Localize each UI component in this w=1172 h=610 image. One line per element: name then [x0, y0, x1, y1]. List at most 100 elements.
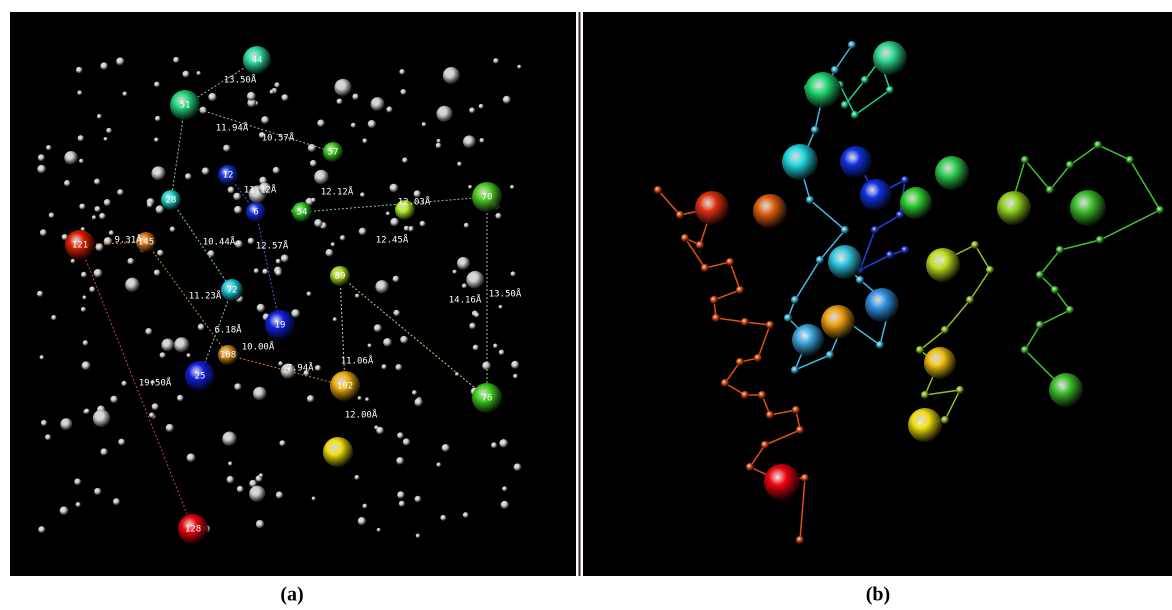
sphere	[806, 196, 814, 204]
atom-label: 12	[223, 171, 234, 181]
sphere	[400, 336, 408, 344]
sphere	[469, 323, 476, 330]
sphere	[187, 353, 191, 357]
sphere	[848, 41, 856, 49]
sphere	[513, 374, 518, 379]
sphere	[412, 390, 417, 395]
sphere	[736, 358, 744, 366]
sphere	[110, 396, 117, 403]
sphere	[358, 396, 362, 400]
sphere	[337, 98, 343, 104]
sphere	[712, 314, 720, 322]
sphere	[333, 317, 337, 321]
sphere	[202, 167, 210, 175]
sphere	[355, 294, 359, 298]
sphere	[696, 241, 704, 249]
sphere	[82, 361, 91, 370]
sphere	[921, 391, 929, 399]
atom-label: 72	[227, 286, 238, 296]
sphere	[726, 258, 734, 266]
sphere	[359, 228, 367, 236]
atom-label: 128	[185, 525, 201, 535]
sphere	[1036, 321, 1044, 329]
sphere	[76, 67, 83, 74]
sphere	[766, 321, 774, 329]
sphere	[64, 180, 70, 186]
sphere	[274, 82, 279, 87]
sphere	[84, 409, 89, 414]
sphere	[82, 295, 86, 299]
sphere	[442, 444, 450, 452]
sphere	[331, 242, 335, 246]
sphere	[876, 341, 884, 349]
sphere	[1096, 236, 1104, 244]
sphere	[155, 116, 161, 122]
sphere	[926, 248, 960, 282]
sphere	[222, 432, 237, 447]
sphere	[37, 165, 46, 174]
sphere	[495, 213, 501, 219]
sphere	[307, 395, 314, 402]
atom-label: 44	[252, 56, 263, 66]
sphere	[270, 90, 275, 95]
sphere	[828, 245, 862, 279]
sphere	[901, 246, 909, 254]
sphere	[1066, 306, 1074, 314]
sphere	[437, 139, 441, 143]
sphere	[312, 497, 316, 501]
sphere	[340, 235, 345, 240]
sphere	[79, 203, 85, 209]
sphere	[104, 199, 111, 206]
sphere	[279, 440, 285, 446]
distance-label: 10.00Å	[242, 341, 275, 353]
sphere	[166, 424, 174, 432]
sphere	[249, 486, 265, 502]
sphere	[60, 506, 69, 515]
sphere	[113, 498, 120, 505]
sphere	[358, 517, 366, 525]
sphere	[941, 326, 949, 334]
sphere	[381, 364, 386, 369]
sphere	[861, 76, 869, 84]
distance-label: 10.44Å	[203, 236, 236, 248]
sphere	[383, 338, 392, 347]
sphere	[40, 355, 44, 359]
sphere	[386, 106, 392, 112]
sphere	[764, 464, 800, 500]
sphere	[122, 91, 127, 96]
sphere	[81, 272, 87, 278]
sphere	[741, 318, 749, 326]
sphere	[499, 439, 508, 448]
sphere	[145, 328, 152, 335]
sphere	[399, 501, 405, 507]
sphere	[511, 271, 516, 276]
sphere	[452, 270, 456, 274]
sphere	[389, 184, 398, 193]
atom-label: 57	[328, 148, 339, 158]
atom-label: 89	[335, 272, 346, 282]
sphere	[60, 418, 72, 430]
sphere	[311, 198, 316, 203]
atom-label: 28	[166, 196, 177, 206]
sphere	[97, 114, 102, 119]
sphere	[315, 365, 321, 371]
sphere	[457, 257, 470, 270]
sphere	[805, 72, 841, 108]
sphere	[420, 221, 426, 227]
sphere	[440, 515, 446, 521]
distance-label: 19.50Å	[139, 377, 172, 389]
sphere	[831, 66, 839, 74]
sphere	[261, 116, 269, 124]
sphere	[351, 123, 356, 128]
sphere	[94, 179, 100, 185]
sphere	[38, 526, 45, 533]
sphere	[307, 291, 312, 296]
sphere	[314, 219, 322, 227]
sphere	[860, 179, 892, 211]
sphere	[754, 354, 762, 362]
sphere	[207, 250, 214, 257]
sphere	[71, 259, 76, 264]
sphere	[395, 364, 402, 371]
sphere	[1094, 141, 1102, 149]
sphere	[262, 269, 268, 275]
